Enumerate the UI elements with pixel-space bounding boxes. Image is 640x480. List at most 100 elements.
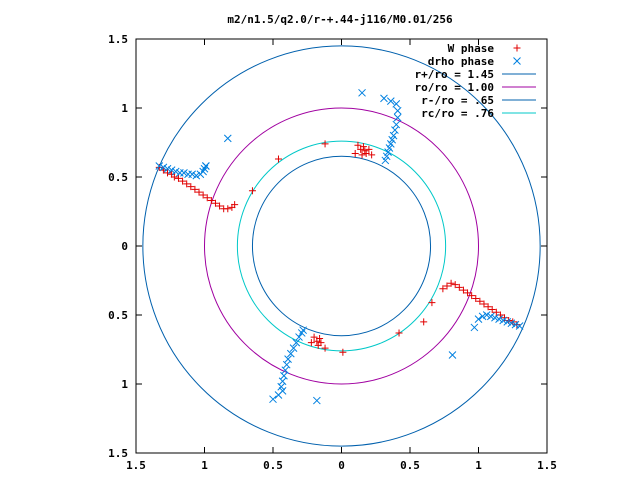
point-0 — [310, 333, 318, 341]
legend-label-series-0: W phase — [448, 42, 495, 55]
axis-ticks: 1.5 1 0.5 0 0.5 1 1.51.510.500.511.5 — [108, 33, 557, 472]
point-1 — [223, 134, 232, 143]
point-1 — [202, 162, 210, 170]
point-0 — [468, 292, 476, 300]
point-0 — [321, 140, 329, 148]
point-1 — [448, 351, 457, 359]
point-1 — [389, 131, 398, 140]
legend-label-circle-2: r-/ro = .65 — [421, 94, 494, 107]
point-1 — [503, 318, 512, 326]
point-1 — [478, 312, 487, 321]
point-1 — [381, 156, 390, 165]
point-0 — [459, 286, 467, 294]
y-tick-label: 0.5 — [108, 309, 128, 322]
point-0 — [359, 143, 367, 151]
point-0 — [307, 339, 315, 347]
point-0 — [231, 201, 239, 209]
legend-label-circle-0: r+/ro = 1.45 — [415, 68, 494, 81]
x-tick-label: 1 — [201, 459, 208, 472]
point-1 — [278, 387, 287, 395]
point-0 — [420, 318, 428, 326]
point-1 — [167, 166, 176, 174]
point-1 — [282, 360, 291, 369]
y-tick-label: 1.5 — [108, 447, 128, 460]
y-tick-label: 0.5 — [108, 171, 128, 184]
point-0 — [321, 344, 329, 352]
point-1 — [499, 316, 508, 325]
x-tick-label: 1.5 — [537, 459, 557, 472]
point-1 — [382, 152, 391, 161]
point-0 — [211, 199, 219, 207]
point-1 — [515, 322, 524, 330]
point-0 — [472, 294, 480, 302]
circle-1 — [204, 107, 479, 385]
point-0 — [224, 205, 232, 213]
x-tick-label: 0.5 — [400, 459, 420, 472]
point-1 — [392, 100, 401, 108]
point-1 — [159, 163, 168, 172]
point-1 — [269, 395, 277, 404]
data-points — [155, 88, 524, 405]
point-1 — [289, 344, 298, 352]
point-0 — [362, 150, 370, 158]
point-0 — [501, 314, 509, 322]
y-tick-label: 1 — [121, 378, 128, 391]
point-0 — [513, 321, 521, 329]
point-1 — [192, 171, 201, 180]
point-0 — [313, 337, 321, 345]
point-1 — [312, 396, 321, 405]
point-1 — [386, 97, 395, 105]
x-tick-label: 0.5 — [263, 459, 283, 472]
point-0 — [488, 305, 496, 313]
point-1 — [171, 167, 180, 176]
point-0 — [216, 202, 224, 210]
point-0 — [354, 141, 362, 149]
point-0 — [339, 348, 347, 356]
point-1 — [380, 94, 388, 103]
x-tick-label: 0 — [338, 459, 345, 472]
point-0 — [170, 173, 178, 181]
point-1 — [155, 162, 164, 170]
point-0 — [439, 285, 447, 293]
point-1 — [163, 164, 172, 173]
point-0 — [358, 151, 366, 159]
point-1 — [393, 113, 402, 122]
circle-2 — [251, 155, 432, 337]
point-0 — [365, 145, 373, 153]
circle-3 — [236, 140, 447, 352]
point-1 — [491, 313, 499, 322]
point-1 — [486, 312, 495, 321]
point-1 — [507, 319, 516, 328]
y-tick-label: 1 — [121, 102, 128, 115]
point-0 — [183, 180, 191, 188]
point-1 — [200, 164, 209, 173]
point-1 — [385, 144, 394, 152]
point-1 — [278, 377, 287, 386]
legend-label-series-1: drho phase — [428, 55, 495, 68]
point-0 — [179, 177, 187, 185]
point-1 — [284, 355, 292, 364]
point-1 — [388, 135, 397, 144]
x-tick-label: 1.5 — [126, 459, 146, 472]
point-0 — [351, 150, 359, 158]
point-1 — [297, 329, 306, 337]
reference-circles — [142, 45, 541, 447]
point-0 — [195, 188, 203, 196]
point-0 — [314, 341, 322, 349]
point-0 — [199, 191, 207, 199]
point-0 — [368, 151, 376, 159]
point-0 — [207, 196, 215, 204]
point-0 — [443, 282, 451, 290]
x-tick-label: 1 — [475, 459, 482, 472]
point-1 — [474, 315, 483, 323]
point-1 — [299, 326, 307, 335]
point-0 — [248, 187, 256, 195]
point-0 — [455, 283, 463, 291]
point-1 — [286, 349, 295, 358]
point-1 — [358, 88, 366, 97]
legend-label-circle-3: rc/ro = .76 — [421, 107, 494, 120]
point-0 — [203, 194, 211, 202]
point-1 — [393, 106, 402, 115]
